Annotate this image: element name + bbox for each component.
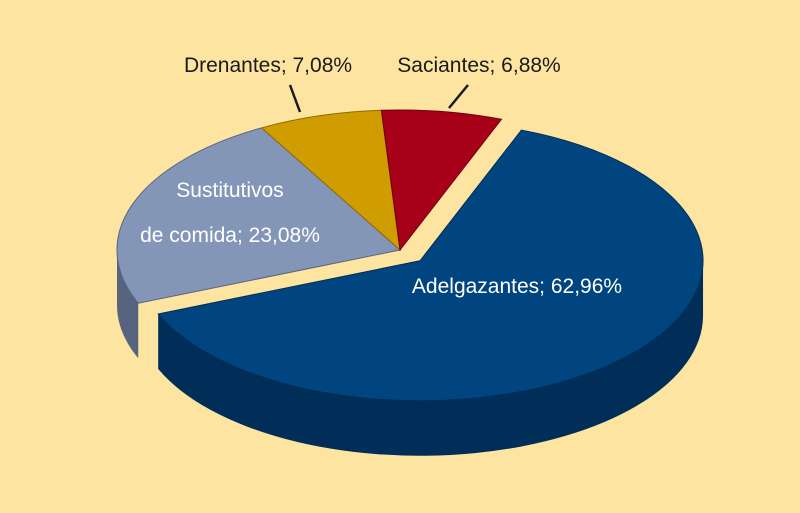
slice-drenantes [260, 109, 401, 252]
slice-labels: Adelgazantes; 62,96% Sustitutivos de com… [140, 54, 622, 298]
label-sustitutivos-line1: Sustitutivos [176, 179, 283, 202]
label-adelgazantes: Adelgazantes; 62,96% [412, 275, 622, 298]
leader-line-saciantes [448, 84, 469, 109]
label-sustitutivos-line2: de comida; 23,08% [140, 224, 320, 247]
slice-side-adelgazantes [158, 260, 704, 456]
slice-saciantes [380, 109, 503, 252]
slice-sustitutivos-de-comida [116, 127, 402, 304]
leader-lines [288, 84, 469, 113]
label-saciantes: Saciantes; 6,88% [397, 54, 560, 77]
leader-line-drenantes [288, 84, 302, 113]
pie-tops [116, 109, 704, 402]
label-drenantes: Drenantes; 7,08% [184, 54, 352, 77]
slice-adelgazantes [157, 129, 704, 402]
